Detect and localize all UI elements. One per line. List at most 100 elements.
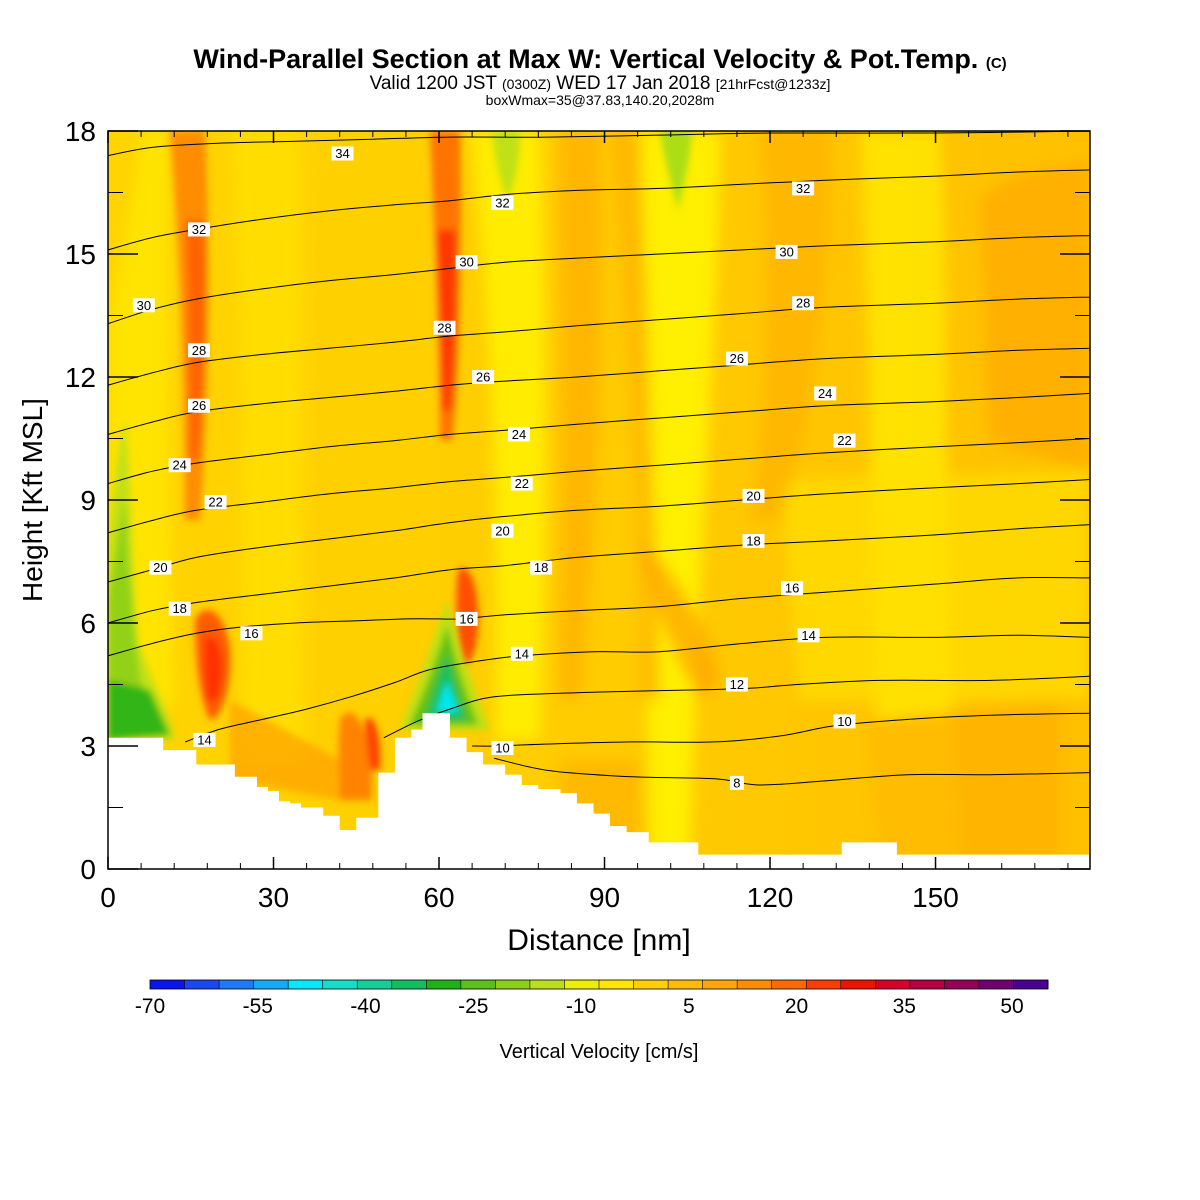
- updraft-core: [338, 712, 372, 800]
- contour-label: 12: [725, 677, 748, 692]
- contour-label-bg: [132, 298, 155, 313]
- orange-band: [980, 160, 1090, 470]
- contour-label: 16: [240, 626, 263, 641]
- contour-label-bg: [472, 370, 495, 384]
- contour-labels: 34 32 32 32 30 30 30 28 28 28 26 26 26 24 24 24 22 22 22 20…: [132, 146, 856, 790]
- valid-utc: (0300Z): [501, 76, 552, 92]
- contour-label-text: 10: [495, 741, 509, 756]
- contour-label-text: 18: [746, 534, 760, 549]
- colorbar-swatch: [1013, 980, 1049, 989]
- contour-label: 26: [472, 370, 495, 385]
- colorbar-swatch: [253, 980, 289, 989]
- colorbar-tick-label: -40: [350, 995, 380, 1018]
- contour-label: 14: [510, 646, 533, 661]
- contour-label-bg: [331, 146, 354, 161]
- contour-label-bg: [491, 741, 514, 755]
- colorbar-swatch: [391, 980, 427, 989]
- velocity-field: [108, 131, 1090, 869]
- contour-label-bg: [742, 488, 765, 503]
- contour-label: 30: [132, 298, 155, 313]
- colorbar-tick-label: -10: [566, 995, 596, 1018]
- colorbar-swatch: [150, 980, 185, 989]
- contour-label-text: 32: [796, 181, 810, 196]
- valid-prefix: Valid 1200 JST: [369, 73, 497, 94]
- colorbar-swatch: [460, 980, 496, 989]
- box-info: boxWmax=35@37.83,140.20,2028m: [485, 92, 715, 108]
- contour-label-text: 14: [197, 732, 211, 747]
- contour-label-bg: [742, 534, 765, 548]
- colorbar-swatch: [357, 980, 393, 989]
- contour-label-bg: [188, 398, 210, 413]
- x-tick-label: 30: [258, 882, 289, 913]
- contour-label-text: 34: [335, 146, 349, 161]
- y-tick-label: 15: [65, 239, 96, 270]
- contour-label: 26: [725, 351, 748, 366]
- colorbar-swatch: [599, 980, 634, 989]
- x-axis-label: Distance [nm]: [507, 924, 690, 957]
- contour-label: 10: [491, 741, 514, 756]
- colorbar-swatch: [909, 980, 945, 989]
- contour-label-bg: [725, 677, 748, 692]
- theta-contour-line: [108, 347, 1090, 435]
- x-tick-label: 150: [912, 882, 959, 913]
- downdraft-zone: [108, 680, 170, 740]
- colorbar-swatch: [633, 980, 669, 989]
- contour-label-bg: [188, 222, 210, 237]
- contour-label-text: 18: [172, 601, 186, 616]
- contour-label-text: 28: [192, 343, 206, 358]
- contour-label-text: 30: [459, 255, 473, 270]
- valid-time-line: Valid 1200 JST (0300Z) WED 17 Jan 2018 […: [0, 73, 1200, 95]
- contour-label-bg: [455, 255, 478, 270]
- theta-contour-line: [494, 757, 1090, 786]
- contour-label-text: 8: [733, 775, 740, 790]
- colorbar-tick-label: -70: [135, 995, 165, 1018]
- contour-label-text: 22: [515, 476, 529, 491]
- contour-label: 16: [781, 581, 804, 596]
- colorbar-swatch: [426, 980, 462, 989]
- contour-label-bg: [510, 646, 533, 661]
- contour-label-text: 14: [801, 628, 815, 643]
- y-tick-label: 12: [65, 362, 96, 393]
- y-tick-label: 18: [65, 116, 96, 147]
- orange-band: [750, 131, 830, 520]
- colorbar-tick-label: 5: [683, 995, 695, 1018]
- contour-label-text: 24: [512, 427, 526, 442]
- contour-label: 20: [491, 523, 514, 538]
- contour-label-bg: [792, 181, 815, 196]
- colorbar-swatch: [806, 980, 842, 989]
- contour-label: 32: [491, 195, 514, 210]
- contour-label-bg: [168, 458, 191, 473]
- contour-label-text: 28: [796, 296, 810, 311]
- theta-contour-line: [108, 169, 1090, 251]
- chart-title-suffix: (C): [985, 55, 1007, 72]
- contour-label-text: 26: [476, 370, 490, 385]
- colorbar-tick-label: 35: [893, 995, 916, 1018]
- contour-label-text: 32: [495, 195, 509, 210]
- contour-label-text: 16: [244, 626, 258, 641]
- colorbar-tick-label: 20: [785, 995, 808, 1018]
- contour-label-bg: [491, 195, 514, 210]
- contour-label: 26: [188, 398, 210, 413]
- contour-label-text: 24: [818, 386, 832, 401]
- colorbar-swatch: [288, 980, 324, 989]
- y-tick-label: 9: [80, 485, 96, 516]
- contour-label-bg: [833, 433, 856, 448]
- y-tick-label: 0: [80, 854, 96, 885]
- contour-label: 16: [455, 611, 478, 626]
- contour-label-bg: [729, 775, 744, 790]
- contour-label: 24: [508, 427, 530, 442]
- contour-label: 8: [729, 775, 744, 790]
- x-tick-label: 60: [423, 882, 454, 913]
- terrain-mask: [108, 713, 1090, 869]
- yellow-band: [780, 470, 1090, 700]
- y-tick-label: 3: [80, 731, 96, 762]
- theta-contour-line: [108, 479, 1090, 583]
- contour-label-bg: [193, 732, 216, 747]
- contour-label: 22: [204, 495, 227, 510]
- updraft-core: [230, 700, 340, 800]
- downdraft-zone: [660, 131, 692, 210]
- contour-label-text: 16: [459, 611, 473, 626]
- contour-label: 30: [775, 244, 798, 259]
- updraft-core: [204, 636, 222, 702]
